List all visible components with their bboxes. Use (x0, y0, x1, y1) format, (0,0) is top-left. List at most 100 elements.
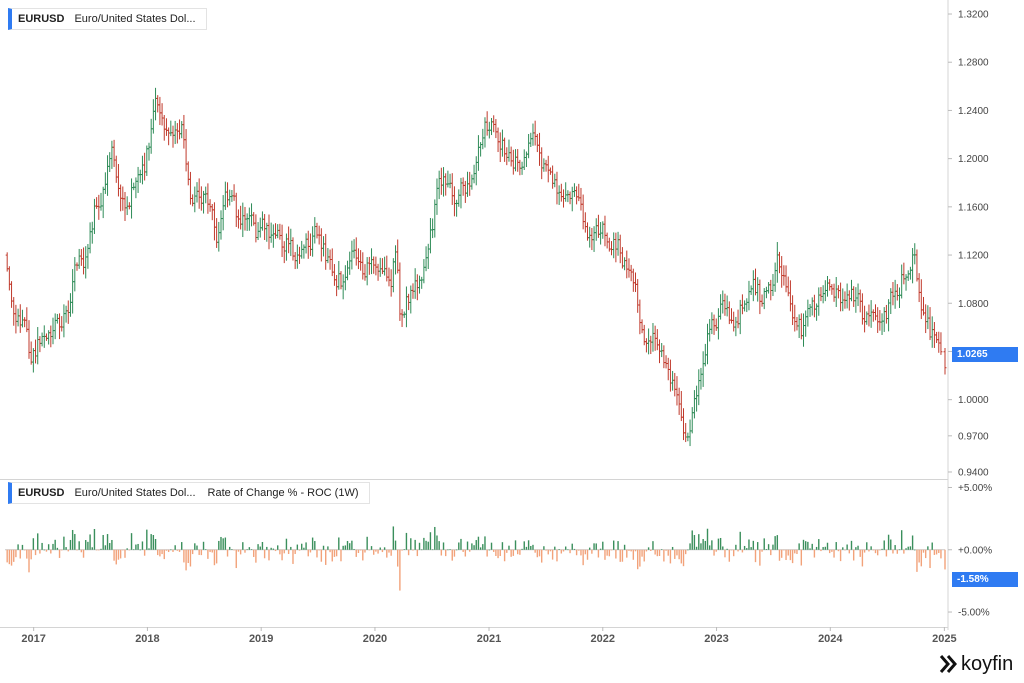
roc-bar (122, 549, 124, 551)
roc-bar (213, 549, 216, 566)
roc-bar (754, 549, 757, 563)
roc-bar (373, 549, 375, 555)
price-bar (620, 247, 624, 269)
roc-bar (418, 542, 421, 550)
roc-bar (259, 546, 261, 550)
price-bar (341, 274, 345, 300)
price-bar (254, 214, 258, 243)
roc-bar (331, 549, 333, 562)
price-bar (882, 307, 886, 332)
price-bar (904, 274, 908, 291)
price-bar (826, 276, 829, 297)
roc-bar (534, 549, 536, 553)
roc-bar (702, 539, 704, 550)
roc-bar (226, 549, 229, 557)
price-bar (583, 212, 587, 233)
price-tick-label: 0.9700 (958, 431, 989, 442)
roc-bar (215, 549, 218, 564)
roc-bar (852, 549, 855, 561)
price-bar (590, 227, 594, 251)
price-bar (346, 260, 350, 281)
roc-bar (253, 549, 255, 557)
price-bar (239, 205, 243, 230)
roc-bar (726, 548, 728, 550)
roc-bar (412, 549, 414, 551)
roc-bar (495, 549, 497, 556)
price-bar (106, 155, 110, 196)
price-bar (160, 103, 164, 126)
price-bar (40, 332, 44, 347)
price-bar (804, 310, 808, 337)
roc-bar (207, 549, 209, 559)
roc-bar (133, 549, 135, 551)
price-bar (387, 267, 391, 287)
roc-bar (209, 549, 211, 553)
price-bar (84, 246, 88, 279)
roc-bar (549, 549, 552, 552)
roc-bar (562, 549, 565, 552)
roc-bar (650, 549, 652, 551)
roc-bar (711, 540, 713, 550)
roc-bar (785, 549, 787, 561)
roc-bar (172, 549, 174, 552)
price-bar (812, 294, 816, 318)
price-bar (682, 408, 686, 441)
roc-bar (479, 547, 482, 550)
price-bar (863, 305, 867, 333)
price-bar (736, 309, 740, 329)
roc-bar (822, 547, 824, 550)
price-tick-label: 0.9400 (958, 467, 989, 478)
roc-bar (850, 540, 853, 550)
roc-bar (597, 549, 600, 558)
legend-instrument-name: Euro/United States Dol... (74, 13, 196, 25)
main-legend[interactable]: EURUSD Euro/United States Dol... (8, 8, 207, 30)
price-bar (688, 419, 692, 447)
price-bar (199, 186, 203, 211)
roc-bar (196, 545, 198, 550)
roc-bar (608, 549, 611, 557)
legend-symbol: EURUSD (18, 13, 65, 25)
roc-bar (113, 549, 115, 561)
price-bar (442, 167, 446, 197)
price-bar (16, 308, 20, 327)
roc-bar (405, 532, 408, 550)
price-bar (287, 226, 291, 254)
roc-bar (615, 549, 617, 559)
price-bar (260, 211, 264, 231)
roc-bar (671, 546, 674, 550)
price-bar (363, 264, 367, 281)
price-bar (897, 287, 901, 308)
price-bar (73, 257, 77, 292)
roc-bar (741, 549, 744, 553)
roc-bar (933, 549, 936, 555)
roc-bar (488, 549, 491, 551)
price-bar (930, 316, 934, 348)
price-bar (485, 111, 489, 136)
roc-legend[interactable]: EURUSD Euro/United States Dol... Rate of… (8, 482, 370, 504)
roc-bar (497, 549, 499, 559)
roc-legend-instrument-name: Euro/United States Dol... (74, 487, 196, 499)
roc-bar (730, 549, 733, 551)
price-bar (376, 263, 380, 281)
price-bar (365, 257, 369, 286)
roc-bar (525, 546, 528, 550)
price-bar (90, 221, 94, 244)
price-bar (178, 119, 182, 140)
price-bar (884, 304, 888, 324)
price-bar (716, 308, 720, 340)
roc-bar (602, 541, 604, 550)
roc-bar (423, 537, 425, 550)
price-bar (895, 284, 899, 301)
roc-bar (538, 549, 541, 557)
roc-bar (722, 546, 724, 550)
price-bar (699, 367, 703, 390)
price-bar (544, 159, 548, 172)
price-bar (640, 319, 644, 334)
price-bar (505, 147, 509, 166)
roc-bar (656, 549, 659, 557)
price-bar (219, 210, 223, 240)
roc-bar (146, 529, 148, 550)
roc-bar (900, 530, 903, 550)
roc-bar (787, 549, 789, 556)
roc-bar (287, 549, 290, 555)
